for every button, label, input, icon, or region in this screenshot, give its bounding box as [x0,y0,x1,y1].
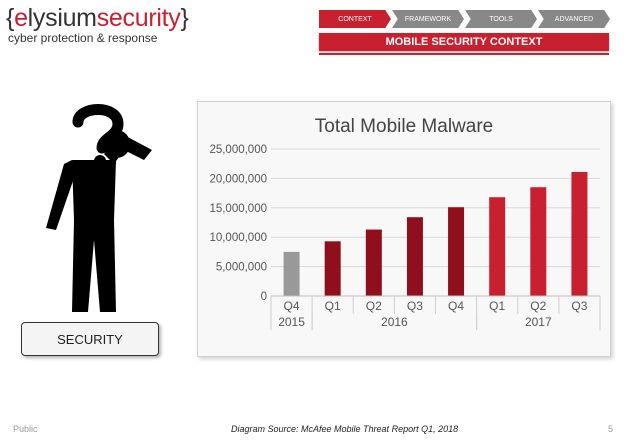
year-label: 2016 [381,315,408,329]
bar-1 [324,241,341,296]
y-tick-label: 5,000,000 [216,262,267,274]
logo-wordmark: {elysiumsecurity} [6,4,189,32]
gridlines [271,148,600,297]
nav-tools[interactable]: TOOLS [465,10,537,28]
y-tick-label: 15,000,000 [209,203,267,215]
bar-4 [448,207,465,296]
bar-6 [530,187,547,296]
logo-tagline: cyber protection & response [8,31,158,45]
page-number: 5 [608,424,614,434]
x-tick-label: Q3 [407,299,423,313]
nav-framework[interactable]: FRAMEWORK [392,10,464,28]
y-tick-label: 10,000,000 [209,232,267,244]
section-banner: MOBILE SECURITY CONTEXT [319,33,609,51]
banner-divider [319,53,609,55]
bar-2 [365,229,382,296]
nav-advanced[interactable]: ADVANCED [538,10,610,28]
x-axis-ticks: Q4 Q1 Q2 Q3 Q4 Q1 Q2 Q3 2015 2016 2017 [270,295,601,330]
x-tick-label: Q3 [571,299,587,313]
y-tick-label: 25,000,000 [209,144,267,156]
classification-label: Public [13,424,38,434]
year-label: 2015 [278,315,305,329]
x-tick-label: Q2 [530,299,546,313]
y-tick-label: 0 [261,291,267,303]
x-tick-label: Q1 [489,299,505,313]
x-tick-label: Q4 [448,299,464,313]
y-axis-ticks: 0 5,000,000 10,000,000 15,000,000 20,000,000… [209,144,267,303]
security-label: SECURITY [21,322,159,356]
bar-5 [489,197,506,296]
bars [283,171,588,296]
x-tick-label: Q4 [284,299,300,313]
x-tick-label: Q2 [366,299,382,313]
malware-chart: Total Mobile Malware 0 5,000,000 10,000,00… [209,116,601,330]
chart-panel: Total Mobile Malware 0 5,000,000 10,000,00… [197,101,611,357]
logo: {elysiumsecurity} cyber protection & res… [6,4,189,45]
x-tick-label: Q1 [325,299,341,313]
person-question-icon [46,104,152,312]
year-label: 2017 [525,315,552,329]
y-tick-label: 20,000,000 [209,173,267,185]
chart-title: Total Mobile Malware [315,116,493,137]
bar-7 [571,171,588,296]
bar-3 [406,217,423,296]
bar-0 [283,251,300,296]
nav-context[interactable]: CONTEXT [319,10,391,28]
diagram-source: Diagram Source: McAfee Mobile Threat Rep… [231,424,459,434]
